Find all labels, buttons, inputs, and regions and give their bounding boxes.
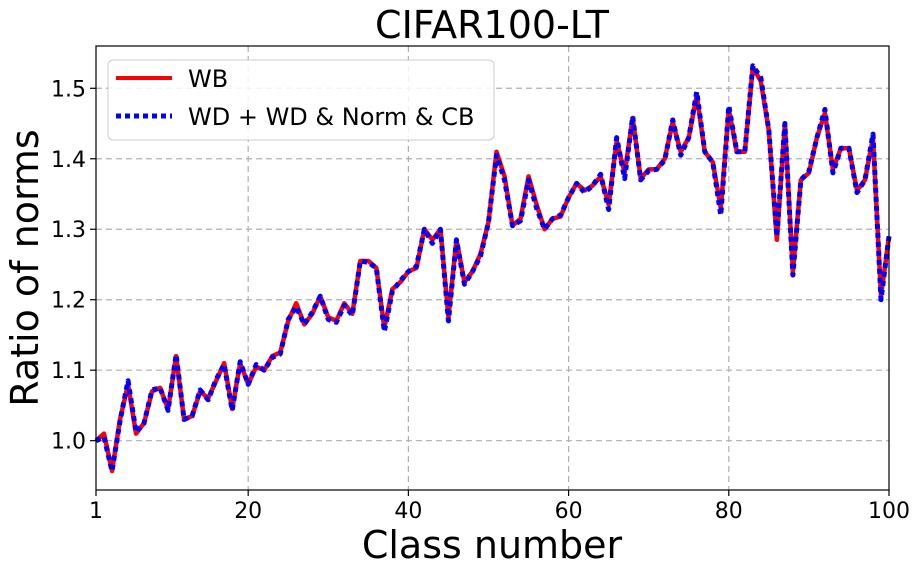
x-tick-label: 40	[394, 499, 422, 524]
x-tick-label: 60	[555, 499, 583, 524]
x-tick-label: 100	[868, 499, 910, 524]
y-tick-label: 1.1	[51, 359, 86, 384]
y-tick-label: 1.5	[51, 77, 86, 102]
y-tick-label: 1.2	[51, 289, 86, 314]
chart-title: CIFAR100-LT	[375, 3, 610, 47]
legend-box	[107, 59, 495, 141]
axis-ticks: 1 20 40 60 80 100 1.0 1.1 1.2 1.3 1.4 1.5	[51, 77, 910, 524]
y-tick-label: 1.0	[51, 430, 86, 455]
y-axis-label: Ratio of norms	[3, 129, 47, 406]
x-tick-label: 20	[234, 499, 262, 524]
plot-area-frame	[95, 45, 890, 491]
legend: WB WD + WD & Norm & CB	[107, 59, 495, 141]
x-tick-label: 80	[715, 499, 743, 524]
x-tick-label: 1	[89, 499, 103, 524]
plot-series	[94, 63, 892, 474]
legend-label-wd: WD + WD & Norm & CB	[188, 103, 474, 131]
legend-label-wb: WB	[188, 65, 228, 93]
x-axis-label: Class number	[362, 523, 623, 567]
y-tick-label: 1.3	[51, 218, 86, 243]
series-line-wd	[94, 63, 892, 474]
y-tick-label: 1.4	[51, 148, 86, 173]
